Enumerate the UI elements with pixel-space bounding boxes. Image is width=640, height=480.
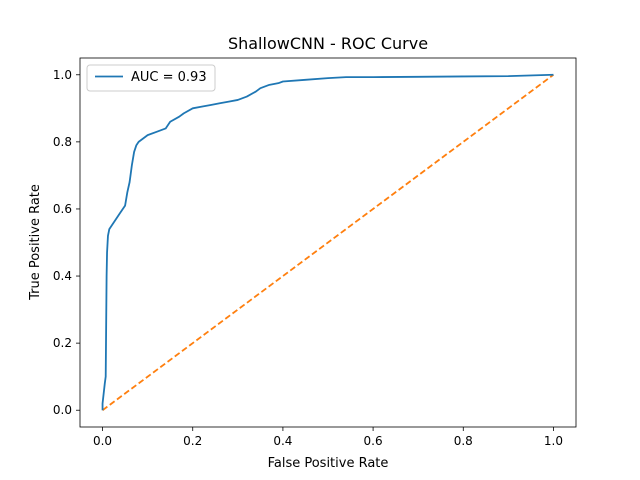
plot-frame: [79, 57, 577, 428]
y-tick-label: 1.0: [53, 68, 72, 82]
chart-title: ShallowCNN - ROC Curve: [228, 34, 428, 53]
x-tick-label: 0.6: [364, 434, 383, 448]
x-tick-label: 1.0: [544, 434, 563, 448]
x-axis-label: False Positive Rate: [268, 456, 389, 471]
legend-box: [86, 64, 216, 92]
x-axis-ticks: 0.0 0.2 0.4 0.6 0.8 1.0: [93, 427, 563, 448]
chance-diagonal-line: [102, 74, 554, 411]
x-tick-label: 0.2: [183, 434, 202, 448]
y-tick-label: 0.4: [53, 269, 72, 283]
y-axis-ticks: 0.0 0.2 0.4 0.6 0.8 1.0: [53, 68, 80, 417]
roc-curve-line: [101, 73, 554, 411]
y-tick-label: 0.0: [53, 403, 72, 417]
x-tick-label: 0.8: [454, 434, 473, 448]
legend: AUC = 0.93: [86, 64, 216, 92]
x-tick-label: 0.0: [93, 434, 112, 448]
y-tick-label: 0.8: [53, 135, 72, 149]
x-tick-label: 0.4: [273, 434, 292, 448]
y-tick-label: 0.2: [53, 336, 72, 350]
y-axis-label: True Positive Rate: [28, 184, 43, 301]
y-tick-label: 0.6: [53, 202, 72, 216]
legend-label-auc: AUC = 0.93: [131, 70, 207, 85]
series-layer: [101, 73, 554, 411]
